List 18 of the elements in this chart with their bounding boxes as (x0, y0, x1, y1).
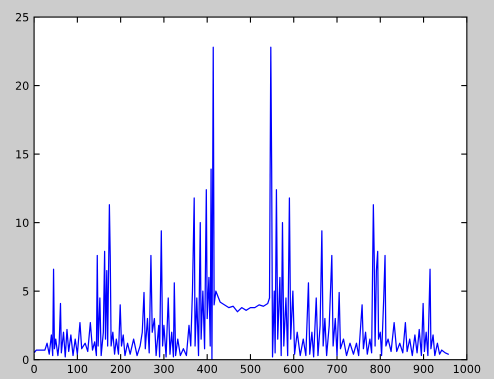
x-tick-label: 600 (284, 364, 304, 374)
x-tick-label: 900 (414, 364, 434, 374)
x-tick-label: 0 (31, 364, 37, 374)
y-tick-label: 10 (16, 218, 28, 228)
y-tick-label: 25 (16, 13, 28, 22)
x-tick-label: 700 (327, 364, 347, 374)
y-tick-label: 5 (23, 287, 28, 296)
x-tick-label: 1000 (454, 364, 480, 374)
x-tick-label: 300 (154, 364, 174, 374)
y-tick-label: 15 (16, 150, 28, 158)
x-tick-label: 200 (110, 364, 130, 374)
x-tick-label: 500 (240, 364, 260, 374)
x-tick-label: 400 (197, 364, 218, 374)
line-series (34, 46, 449, 360)
y-tick-label: 0 (22, 356, 28, 364)
y-tick-label: 20 (16, 82, 28, 90)
x-tick-label: 100 (68, 364, 88, 374)
x-tick-label: 800 (370, 364, 390, 374)
